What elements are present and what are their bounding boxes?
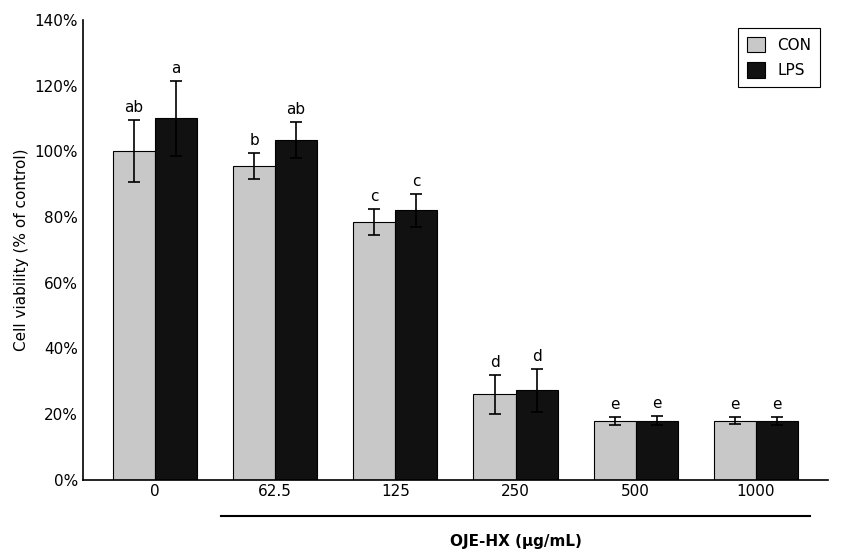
Bar: [113, 151, 155, 480]
Bar: [396, 210, 438, 480]
Text: OJE-HX (μg/mL): OJE-HX (μg/mL): [450, 534, 582, 549]
Text: e: e: [730, 397, 740, 412]
Text: c: c: [370, 189, 379, 204]
Bar: [636, 421, 678, 480]
Bar: [354, 222, 396, 480]
Y-axis label: Cell viability (% of control): Cell viability (% of control): [13, 148, 29, 351]
Bar: [155, 118, 197, 480]
Text: d: d: [490, 354, 499, 369]
Bar: [714, 421, 756, 480]
Text: e: e: [652, 396, 662, 411]
Bar: [594, 421, 636, 480]
Text: a: a: [171, 61, 181, 76]
Text: ab: ab: [286, 102, 306, 117]
Legend: CON, LPS: CON, LPS: [738, 27, 820, 87]
Text: ab: ab: [125, 100, 143, 115]
Text: c: c: [412, 174, 421, 189]
Bar: [473, 395, 515, 480]
Bar: [233, 166, 275, 480]
Bar: [756, 421, 798, 480]
Text: e: e: [772, 397, 781, 412]
Bar: [275, 140, 317, 480]
Bar: [515, 390, 557, 480]
Text: e: e: [610, 397, 620, 412]
Text: d: d: [532, 349, 541, 364]
Text: b: b: [249, 133, 259, 148]
